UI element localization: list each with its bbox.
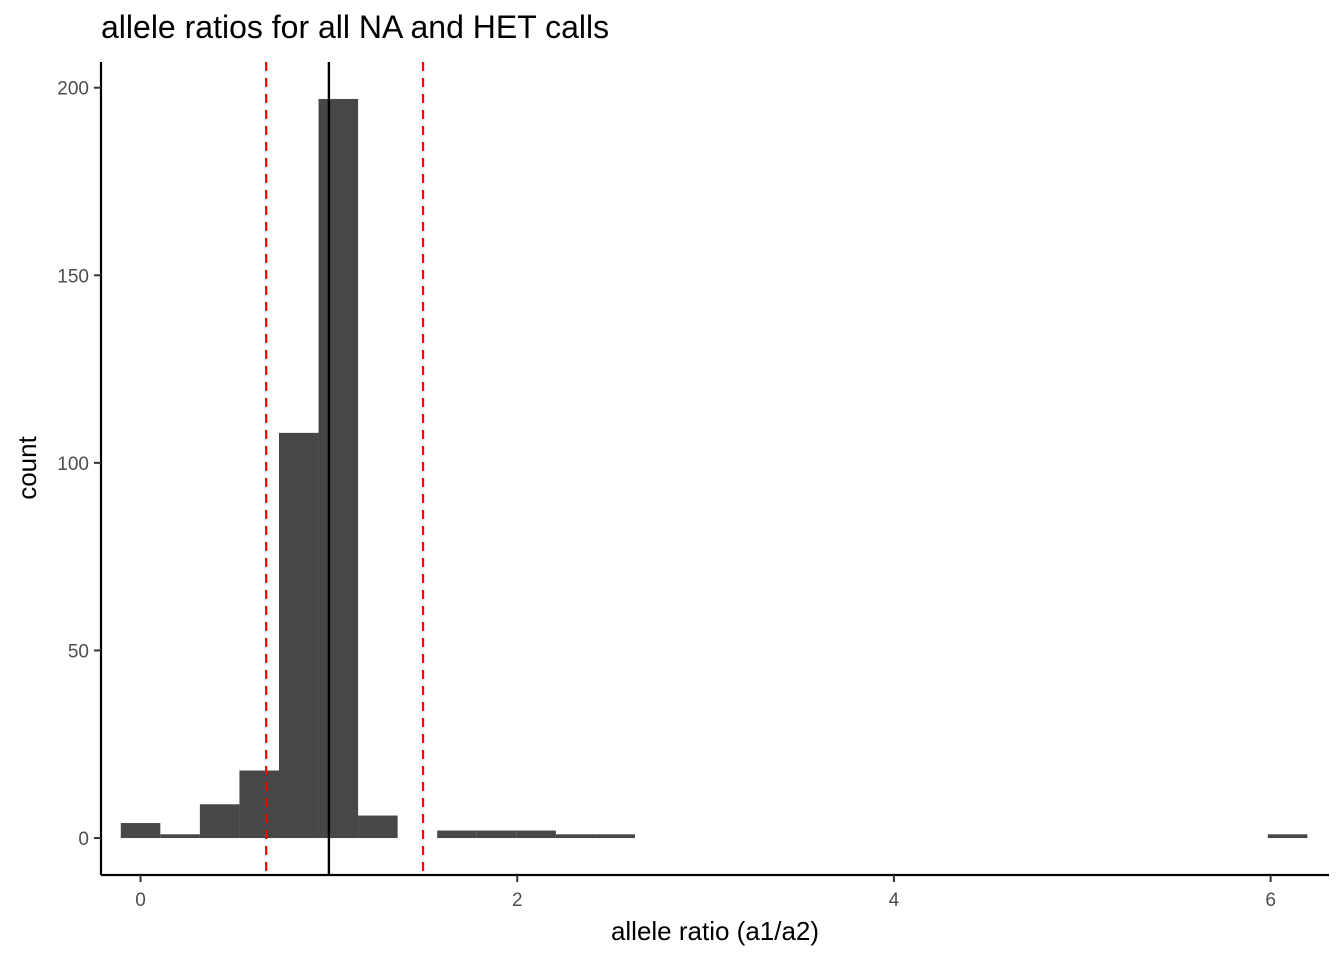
- histogram-bar: [358, 815, 398, 839]
- histogram-bars: [120, 98, 1308, 839]
- histogram-bar: [318, 98, 359, 839]
- histogram-bar: [239, 770, 279, 839]
- x-tick-label: 2: [512, 890, 523, 911]
- chart-title: allele ratios for all NA and HET calls: [101, 9, 609, 45]
- y-tick-label: 0: [78, 829, 89, 850]
- histogram-bar: [1267, 834, 1308, 839]
- histogram-bar: [476, 830, 517, 839]
- x-tick-label: 4: [889, 890, 900, 911]
- x-axis-ticks: 0 2 4 6: [135, 875, 1276, 911]
- plot-area: 0 2 4 6 0 50 100 150 200: [57, 62, 1329, 911]
- y-tick-label: 50: [68, 641, 89, 662]
- histogram-bar: [555, 834, 596, 839]
- x-tick-label: 6: [1265, 890, 1276, 911]
- histogram-bar: [199, 804, 240, 839]
- y-axis-ticks: 0 50 100 150 200: [57, 79, 101, 850]
- y-tick-label: 200: [57, 79, 89, 100]
- x-tick-label: 0: [135, 890, 146, 911]
- histogram-bar: [595, 834, 635, 839]
- x-axis-title: allele ratio (a1/a2): [611, 916, 819, 946]
- histogram-bar: [278, 432, 319, 839]
- y-tick-label: 100: [57, 454, 89, 475]
- histogram-bar: [120, 823, 161, 839]
- histogram-bar: [160, 834, 200, 839]
- histogram-bar: [437, 830, 477, 839]
- y-axis-title: count: [12, 435, 42, 499]
- histogram-bar: [516, 830, 556, 839]
- reference-lines: [265, 62, 425, 875]
- y-tick-label: 150: [57, 266, 89, 287]
